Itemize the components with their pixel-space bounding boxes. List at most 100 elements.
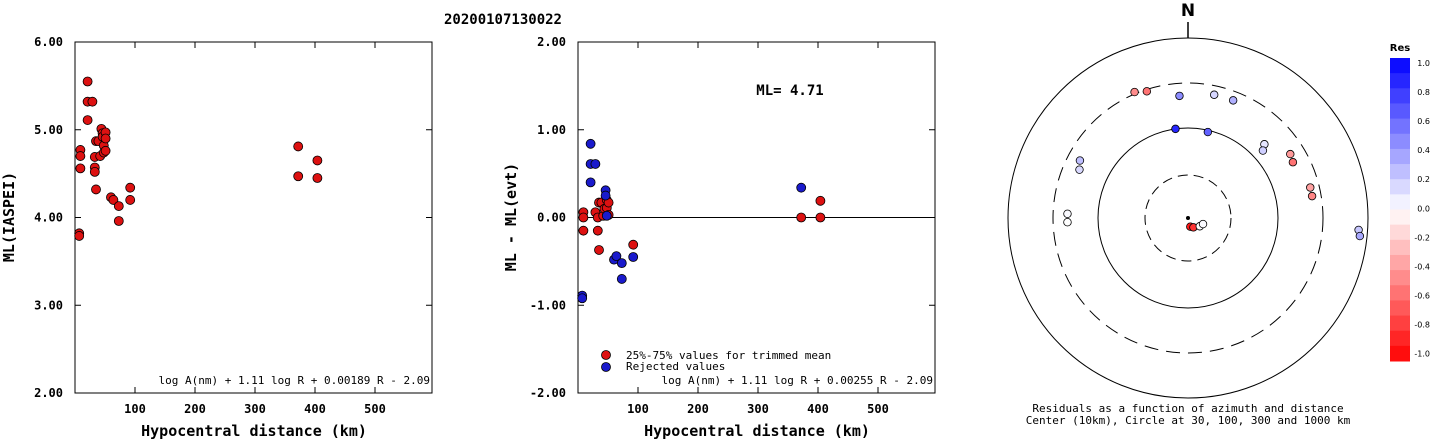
colorbar-label: 0.2 [1417, 175, 1430, 184]
data-point [796, 212, 807, 223]
data-point [628, 239, 639, 250]
legend-marker-trimmed [601, 350, 611, 360]
y-tick-label: 5.00 [34, 123, 63, 137]
colorbar-cell [1390, 103, 1410, 120]
x-tick-label: 500 [364, 402, 386, 416]
middle-formula: log A(nm) + 1.11 log R + 0.00255 R - 2.0… [661, 374, 933, 387]
ml-annotation: ML= 4.71 [756, 83, 823, 99]
station-marker [1228, 96, 1238, 105]
y-tick-label: 1.00 [537, 123, 566, 137]
middle-panel: -2.00 -1.00 0.00 1.00 2.00 100 200 300 400 500 M… [502, 35, 936, 440]
station-marker [1175, 91, 1184, 101]
data-point [628, 252, 639, 262]
station-marker [1075, 156, 1085, 165]
data-point [585, 138, 596, 149]
data-point [616, 274, 627, 284]
station-marker [1142, 87, 1152, 96]
data-point [75, 163, 86, 174]
colorbar-cell [1390, 300, 1410, 317]
y-tick-label: -2.00 [530, 386, 566, 400]
data-point [113, 216, 124, 226]
x-tick-label: 100 [627, 402, 649, 416]
colorbar-label: -0.4 [1414, 262, 1430, 271]
y-tick-label: 4.00 [34, 211, 63, 225]
data-point [293, 141, 304, 152]
station-marker [1075, 165, 1084, 174]
left-panel: 2.00 3.00 4.00 5.00 6.00 100 200 300 400 500 Hyp… [0, 35, 433, 440]
station-marker [1198, 219, 1208, 229]
x-tick-label: 100 [124, 402, 146, 416]
data-point [592, 225, 603, 236]
colorbar-label: 0.4 [1417, 146, 1430, 155]
legend-label-rejected: Rejected values [626, 360, 725, 373]
data-point [578, 225, 589, 236]
station-marker [1063, 209, 1072, 218]
colorbar-label: 0.6 [1417, 117, 1430, 126]
polar-panel: N Residuals as a function of azimuth and… [1007, 1, 1369, 427]
colorbar-label: -0.8 [1414, 321, 1430, 330]
data-point [312, 155, 323, 166]
colorbar-cell [1390, 133, 1410, 150]
colorbar-cell [1390, 58, 1410, 74]
data-point [796, 182, 807, 193]
station-marker [1288, 158, 1298, 167]
colorbar-cell [1390, 148, 1410, 165]
legend: 25%-75% values for trimmed mean Rejected… [601, 349, 831, 373]
circle-1000km [1007, 37, 1369, 399]
north-label: N [1181, 1, 1195, 21]
y-tick-label: 2.00 [34, 386, 63, 400]
colorbar-cell [1390, 88, 1410, 104]
colorbar-cell [1390, 194, 1410, 210]
colorbar-title: Res [1390, 43, 1410, 54]
colorbar-cell [1390, 164, 1410, 180]
data-point [590, 159, 601, 169]
data-point [82, 115, 93, 125]
data-point [113, 201, 124, 211]
colorbar-cell [1390, 330, 1410, 347]
colorbar-label: -0.2 [1414, 233, 1430, 242]
y-tick-label: 2.00 [537, 35, 566, 49]
station-marker [1306, 183, 1315, 192]
colorbar-cell [1390, 179, 1410, 195]
station-marker [1355, 231, 1365, 241]
colorbar-cell [1390, 285, 1410, 301]
left-xlabel: Hypocentral distance (km) [141, 422, 367, 440]
station-marker [1063, 218, 1072, 227]
colorbar-cell [1390, 73, 1410, 89]
colorbar-cell [1390, 239, 1410, 256]
y-tick-label: 0.00 [537, 211, 566, 225]
station-marker [1130, 87, 1139, 97]
station-marker [1258, 146, 1268, 155]
circle-300km [1052, 82, 1324, 354]
colorbar-cell [1390, 254, 1410, 271]
data-point [815, 195, 826, 206]
x-tick-label: 300 [244, 402, 266, 416]
colorbar-label: 0.8 [1417, 88, 1430, 97]
middle-ylabel: ML - ML(evt) [502, 163, 520, 271]
x-tick-label: 200 [184, 402, 206, 416]
polar-caption-1: Residuals as a function of azimuth and d… [1032, 402, 1343, 415]
colorbar-label: -0.6 [1414, 291, 1430, 300]
x-tick-label: 500 [867, 402, 889, 416]
colorbar: Res 1.0 0.8 0.6 0.4 0.2 0.0 -0.2 -0.4 -0.6 -0.8 -1… [1390, 43, 1430, 362]
data-point [74, 231, 85, 241]
data-point [293, 171, 304, 182]
station-marker [1209, 90, 1219, 99]
colorbar-label: 0.0 [1417, 204, 1430, 213]
data-point [577, 293, 588, 304]
polar-caption-2: Center (10km), Circle at 30, 100, 300 an… [1026, 414, 1351, 427]
station-marker [1307, 191, 1317, 201]
figure-title: 20200107130022 [444, 12, 562, 28]
colorbar-cell [1390, 315, 1410, 332]
y-tick-label: -1.00 [530, 298, 566, 312]
data-point [585, 177, 596, 188]
y-tick-label: 3.00 [34, 298, 63, 312]
epicenter-dot [1186, 216, 1190, 220]
x-tick-label: 300 [747, 402, 769, 416]
colorbar-cell [1390, 270, 1410, 286]
data-point [312, 173, 323, 183]
data-point [91, 184, 101, 195]
data-point [125, 182, 136, 193]
colorbar-cell [1390, 224, 1410, 241]
